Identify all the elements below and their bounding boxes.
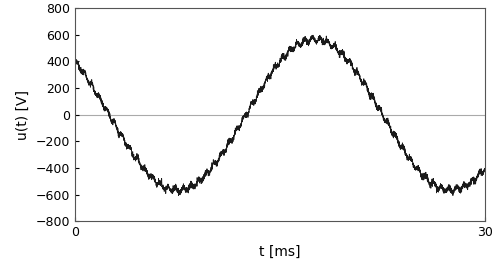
Y-axis label: u(t) [V]: u(t) [V] — [16, 90, 30, 140]
X-axis label: t [ms]: t [ms] — [259, 245, 301, 259]
